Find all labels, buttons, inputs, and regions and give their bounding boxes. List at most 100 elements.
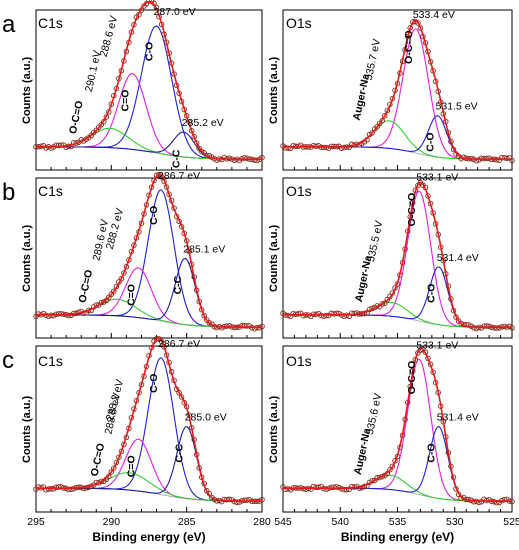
peak-bond-label: O-C=O (403, 30, 415, 64)
panel-spectrum-title: C1s (38, 353, 63, 369)
peak-energy-label: 533.1 eV (416, 171, 458, 183)
peak-bond-label: C=O (125, 284, 137, 306)
component-curve-co (283, 425, 512, 502)
panel-letter: c (2, 347, 14, 374)
x-tick-label: 285 (178, 516, 196, 528)
peak-bond-label: C-C (174, 444, 186, 463)
data-point (348, 310, 355, 316)
x-tick-label: 295 (27, 516, 45, 528)
data-point (226, 496, 233, 503)
panel-spectrum-title: O1s (286, 15, 312, 31)
peak-bond-label: C-O (426, 443, 438, 462)
data-point (310, 142, 317, 149)
peak-bond-label: C-C (172, 275, 184, 294)
data-point (80, 485, 87, 492)
peak-energy-label: 290.1 eV (83, 49, 103, 93)
peak-energy-label: 285.2 eV (182, 117, 224, 129)
data-point (193, 140, 200, 146)
peak-bond-label: O-C=O (89, 442, 108, 477)
data-point (68, 486, 74, 493)
data-point (387, 467, 393, 473)
data-point (234, 499, 240, 506)
data-point (204, 152, 210, 159)
data-point (178, 394, 185, 400)
data-point (259, 496, 265, 503)
x-tick-label: 545 (274, 516, 292, 528)
data-point (295, 311, 302, 317)
data-point (111, 465, 117, 471)
component-curve-augerna (283, 120, 512, 160)
peak-bond-label: C=O (125, 455, 137, 477)
envelope-fit-line (36, 337, 262, 502)
peak-energy-label: 285.0 eV (185, 412, 227, 424)
data-point (315, 484, 322, 490)
data-point (158, 338, 165, 345)
x-tick-label: 290 (103, 516, 121, 528)
panel-spectrum-title: C1s (38, 15, 63, 31)
data-point (415, 20, 421, 26)
peak-energy-label: 287.0 eV (154, 6, 196, 18)
component-curve-oco (283, 28, 512, 160)
data-point (282, 145, 289, 151)
data-point (389, 463, 396, 470)
envelope-fit-line (283, 19, 512, 160)
panel-frame (282, 345, 513, 513)
x-axis-label: Binding energy (eV) (92, 530, 205, 544)
data-point (328, 484, 335, 491)
peak-bond-label: Auger-Na (353, 254, 375, 303)
data-point (328, 310, 335, 317)
data-point (458, 320, 464, 327)
data-point (369, 130, 375, 136)
peak-bond-label: C-C (171, 149, 183, 168)
panel-spectrum-title: O1s (286, 353, 312, 369)
peak-bond-label: C-O (144, 42, 156, 61)
y-axis-label: Counts (a.u.) (21, 224, 33, 292)
data-point (221, 496, 228, 503)
envelope-fit-line (283, 347, 512, 502)
panel-spectrum-title: O1s (286, 183, 312, 199)
x-tick-label: 280 (253, 516, 271, 528)
data-point (379, 301, 385, 307)
data-point (65, 486, 72, 493)
data-point (374, 123, 380, 130)
data-point (201, 313, 207, 319)
data-point (244, 155, 250, 162)
component-curve-oco (283, 358, 512, 502)
panel-frame (35, 177, 263, 339)
background-line (36, 487, 262, 502)
data-point (55, 484, 62, 490)
peak-energy-label: 533.4 eV (413, 9, 455, 21)
data-point (176, 390, 182, 396)
data-point (285, 312, 291, 319)
data-point (63, 144, 69, 151)
peak-bond-label: C-O (425, 132, 437, 151)
peak-energy-label: 285.1 eV (183, 243, 225, 255)
data-point (259, 323, 265, 330)
peak-bond-label: C-O (148, 206, 160, 225)
component-curve-co (283, 115, 512, 160)
data-point (111, 288, 117, 294)
y-axis-label: Counts (a.u.) (268, 224, 280, 292)
panel-frame (35, 345, 263, 513)
background-line (283, 146, 512, 160)
x-tick-label: 525 (503, 516, 519, 528)
peak-energy-label: 531.4 eV (437, 252, 479, 264)
data-point (501, 496, 508, 503)
y-axis-label: Counts (a.u.) (268, 395, 280, 463)
component-curve-cc (36, 426, 262, 502)
x-tick-label: 535 (389, 516, 407, 528)
data-point (486, 323, 492, 330)
data-point (333, 310, 340, 317)
y-axis-label: Counts (a.u.) (268, 56, 280, 124)
peak-energy-label: 531.5 eV (436, 101, 478, 113)
x-tick-label: 540 (331, 516, 349, 528)
data-point (376, 474, 383, 481)
data-point (320, 313, 327, 319)
peak-energy-label: 286.7 eV (158, 170, 200, 182)
data-point (282, 486, 289, 492)
data-point (68, 143, 74, 150)
data-point (303, 486, 309, 492)
envelope-fit-line (36, 173, 262, 328)
data-point (483, 323, 490, 329)
data-point (481, 323, 487, 329)
